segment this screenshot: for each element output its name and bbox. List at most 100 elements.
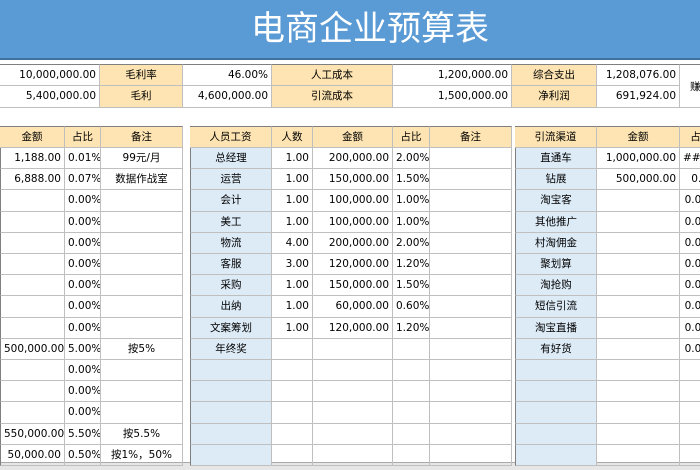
table-cell: 短信引流 xyxy=(515,296,597,318)
table-cell: 0.00 xyxy=(680,190,700,212)
table-cell: 1,188.00 xyxy=(0,148,65,170)
table-cell: 文案筹划 xyxy=(190,317,272,339)
table-cell xyxy=(190,360,272,382)
table-cell xyxy=(272,360,313,382)
table-cell: 150,000.00 xyxy=(313,275,393,297)
table-cell: 采购 xyxy=(190,275,272,297)
table-cell xyxy=(313,402,393,424)
summary-cell: 1,200,000.00 xyxy=(393,64,512,86)
table-cell xyxy=(0,296,65,318)
summary-cell: 46.00% xyxy=(183,64,272,86)
summary-cell: 人工成本 xyxy=(272,64,393,86)
table-cell xyxy=(313,381,393,403)
table-cell xyxy=(393,338,430,360)
table-cell: 50,000.00 xyxy=(0,444,65,466)
table-cell xyxy=(101,190,183,212)
table-cell: 5.50% xyxy=(65,423,101,445)
table-cell xyxy=(101,402,183,424)
table-cell xyxy=(190,423,272,445)
table-cell xyxy=(597,317,680,339)
table-cell: 120,000.00 xyxy=(313,317,393,339)
table-cell xyxy=(0,275,65,297)
table-header: 备注 xyxy=(430,126,512,148)
table-cell: 总经理 xyxy=(190,148,272,170)
table-cell: 0.00% xyxy=(65,275,101,297)
summary-cell: 4,600,000.00 xyxy=(183,86,272,108)
summary-cell: 毛利 xyxy=(100,86,183,108)
table-header: 金额 xyxy=(313,126,393,148)
table-header: 占比 xyxy=(393,126,430,148)
table-cell xyxy=(430,338,512,360)
table-cell: 1.00% xyxy=(393,190,430,212)
table-cell: 1.00 xyxy=(272,317,313,339)
table-cell: 1.00 xyxy=(272,190,313,212)
table-cell xyxy=(680,402,700,424)
table-cell: 0.00% xyxy=(65,232,101,254)
summary-cell: 10,000,000.00 xyxy=(0,64,100,86)
table-cell: 5.00% xyxy=(65,338,101,360)
table-cell: 淘宝直播 xyxy=(515,317,597,339)
table-cell xyxy=(101,254,183,276)
table-cell xyxy=(430,444,512,466)
table-cell xyxy=(680,381,700,403)
table-cell: 2.00% xyxy=(393,148,430,170)
table-cell xyxy=(597,444,680,466)
table-cell xyxy=(0,360,65,382)
table-cell: 年终奖 xyxy=(190,338,272,360)
table-cell xyxy=(190,402,272,424)
table-cell xyxy=(597,296,680,318)
summary-cell: 1,500,000.00 xyxy=(393,86,512,108)
table-cell xyxy=(430,254,512,276)
table-cell: 直通车 xyxy=(515,148,597,170)
table-cell: 村淘佣金 xyxy=(515,232,597,254)
table-cell: 150,000.00 xyxy=(313,169,393,191)
table-cell: 200,000.00 xyxy=(313,232,393,254)
summary-cell: 1,208,076.00 xyxy=(597,64,680,86)
table-cell: 500,000.00 xyxy=(0,338,65,360)
table-cell: 0.00% xyxy=(65,254,101,276)
table-cell xyxy=(515,444,597,466)
table-cell: 0.00 xyxy=(680,233,700,254)
table-cell xyxy=(597,402,680,424)
table-cell: 1.20% xyxy=(393,317,430,339)
table-cell xyxy=(101,381,183,403)
table-cell: 0.00% xyxy=(65,296,101,318)
table-header: 占 xyxy=(680,126,700,148)
table-cell xyxy=(597,190,680,212)
table-cell xyxy=(313,444,393,466)
table-cell xyxy=(597,254,680,276)
table-cell: 500,000.00 xyxy=(597,169,680,191)
table-cell: 0.00 xyxy=(680,339,700,360)
table-cell xyxy=(430,381,512,403)
summary-cell: 毛利率 xyxy=(100,64,183,86)
summary-cell: 综合支出 xyxy=(512,64,597,86)
table-cell xyxy=(597,232,680,254)
table-cell: 0.00% xyxy=(65,317,101,339)
table-cell: 99元/月 xyxy=(101,148,183,170)
table-cell: 钻展 xyxy=(515,169,597,191)
table-cell xyxy=(101,275,183,297)
table-cell xyxy=(597,423,680,445)
table-cell: 4.00 xyxy=(272,232,313,254)
table-cell: 0.50% xyxy=(65,444,101,466)
table-header: 占比 xyxy=(65,126,101,148)
table-cell: 6,888.00 xyxy=(0,169,65,191)
table-cell xyxy=(313,360,393,382)
table-cell xyxy=(101,296,183,318)
summary-cell: 引流成本 xyxy=(272,86,393,108)
table-cell: 1.00 xyxy=(272,148,313,170)
table-cell xyxy=(515,423,597,445)
table-header: 引流渠道 xyxy=(515,126,597,148)
table-cell: 200,000.00 xyxy=(313,148,393,170)
table-cell: 会计 xyxy=(190,190,272,212)
table-cell: 1.00 xyxy=(272,169,313,191)
table-cell: ### xyxy=(680,148,700,170)
table-cell: 运营 xyxy=(190,169,272,191)
table-cell xyxy=(272,444,313,466)
table-cell xyxy=(430,317,512,339)
table-cell: 0.00% xyxy=(65,211,101,233)
table-cell: 客服 xyxy=(190,254,272,276)
table-cell xyxy=(101,317,183,339)
table-cell: 1.00 xyxy=(272,211,313,233)
table-cell: 按1%，50% xyxy=(101,444,183,466)
